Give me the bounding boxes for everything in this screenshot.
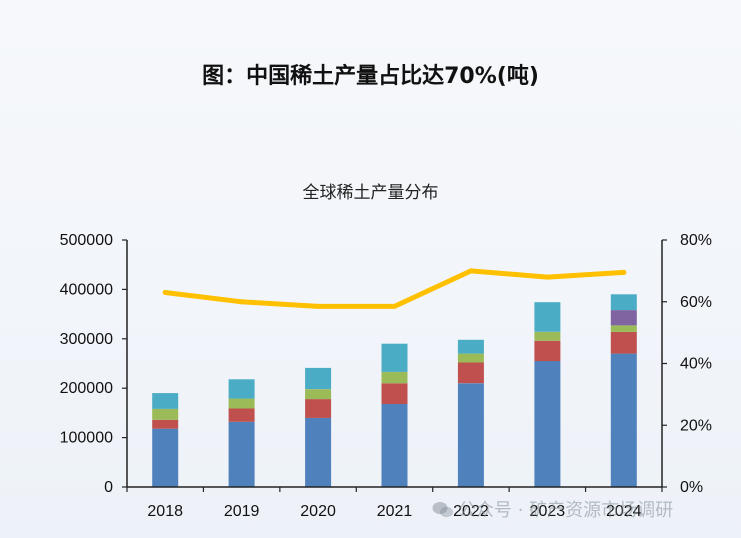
bar-segment-2019-s1 [228, 421, 255, 487]
bar-segment-2024-s2 [610, 331, 637, 354]
bar-segment-2021-s5 [381, 343, 408, 372]
x-tick-label-2019: 2019 [224, 503, 260, 520]
wechat-icon [432, 501, 454, 519]
x-tick-label-2022: 2022 [453, 503, 489, 520]
share-point-2021 [392, 303, 397, 309]
left-tick-label: 500000 [60, 232, 113, 249]
bar-segment-2022-s3 [457, 353, 484, 363]
left-tick-label: 300000 [60, 331, 113, 348]
bar-segment-2019-s5 [228, 379, 255, 399]
bar-segment-2020-s3 [305, 389, 332, 400]
bar-segment-2023-s1 [534, 361, 561, 487]
bar-segment-2018-s5 [152, 393, 179, 409]
bar-segment-2020-s5 [305, 367, 332, 390]
bar-segment-2023-s5 [534, 302, 561, 332]
bar-segment-2024-s1 [610, 353, 637, 487]
left-tick-label: 400000 [60, 281, 113, 298]
bar-segment-2023-s3 [534, 331, 561, 341]
bar-segment-2020-s1 [305, 417, 332, 487]
bar-segment-2024-s3 [610, 325, 637, 332]
bar-segment-2023-s2 [534, 340, 561, 362]
right-tick-label: 20% [680, 417, 712, 434]
left-tick-label: 200000 [60, 380, 113, 397]
bar-segment-2024-s5 [610, 294, 637, 311]
page-title: 图：中国稀土产量占比达70%(吨) [202, 64, 539, 89]
share-line [162, 268, 627, 309]
bar-segment-2021-s2 [381, 383, 408, 404]
bar-segment-2024-s4 [610, 310, 637, 326]
bar-segment-2018-s3 [152, 408, 179, 420]
left-tick-label: 100000 [60, 430, 113, 447]
bar-segment-2019-s3 [228, 398, 255, 409]
right-tick-label: 40% [680, 356, 712, 373]
bar-segment-2018-s2 [152, 419, 179, 429]
bar-segment-2020-s2 [305, 399, 332, 418]
x-tick-label-2018: 2018 [147, 503, 183, 520]
watermark: 公众号 · 矿产资源市场调研 [432, 496, 732, 522]
right-tick-label: 80% [680, 232, 712, 249]
x-tick-label-2024: 2024 [606, 503, 642, 520]
watermark-text: 公众号 · 矿产资源市场调研 [458, 500, 674, 521]
bar-segment-2022-s2 [457, 362, 484, 384]
share-point-2022 [468, 268, 474, 274]
share-point-2019 [239, 299, 245, 305]
left-tick-label: 0 [104, 479, 113, 496]
bar-segment-2019-s2 [228, 408, 255, 422]
share-point-2023 [544, 274, 550, 280]
share-point-2024 [621, 269, 627, 275]
bar-segment-2021-s1 [381, 404, 408, 487]
x-tick-label-2021: 2021 [377, 503, 413, 520]
line-group [162, 268, 627, 309]
bars-group [152, 294, 637, 487]
x-tick-label-2023: 2023 [530, 503, 566, 520]
bar-segment-2018-s1 [152, 428, 179, 487]
x-tick-label-2020: 2020 [300, 503, 336, 520]
bar-segment-2022-s1 [457, 383, 484, 487]
bar-segment-2022-s5 [457, 339, 484, 354]
share-point-2018 [162, 290, 168, 295]
axes-group: 0 100000 200000 300000 400000 500000 0% 20% 40% 6… [60, 232, 712, 520]
chart-title: 全球稀土产量分布 [302, 183, 439, 203]
right-tick-label: 60% [680, 294, 712, 311]
bar-segment-2021-s3 [381, 371, 408, 384]
share-point-2020 [315, 303, 321, 309]
right-tick-label: 0% [680, 479, 703, 496]
